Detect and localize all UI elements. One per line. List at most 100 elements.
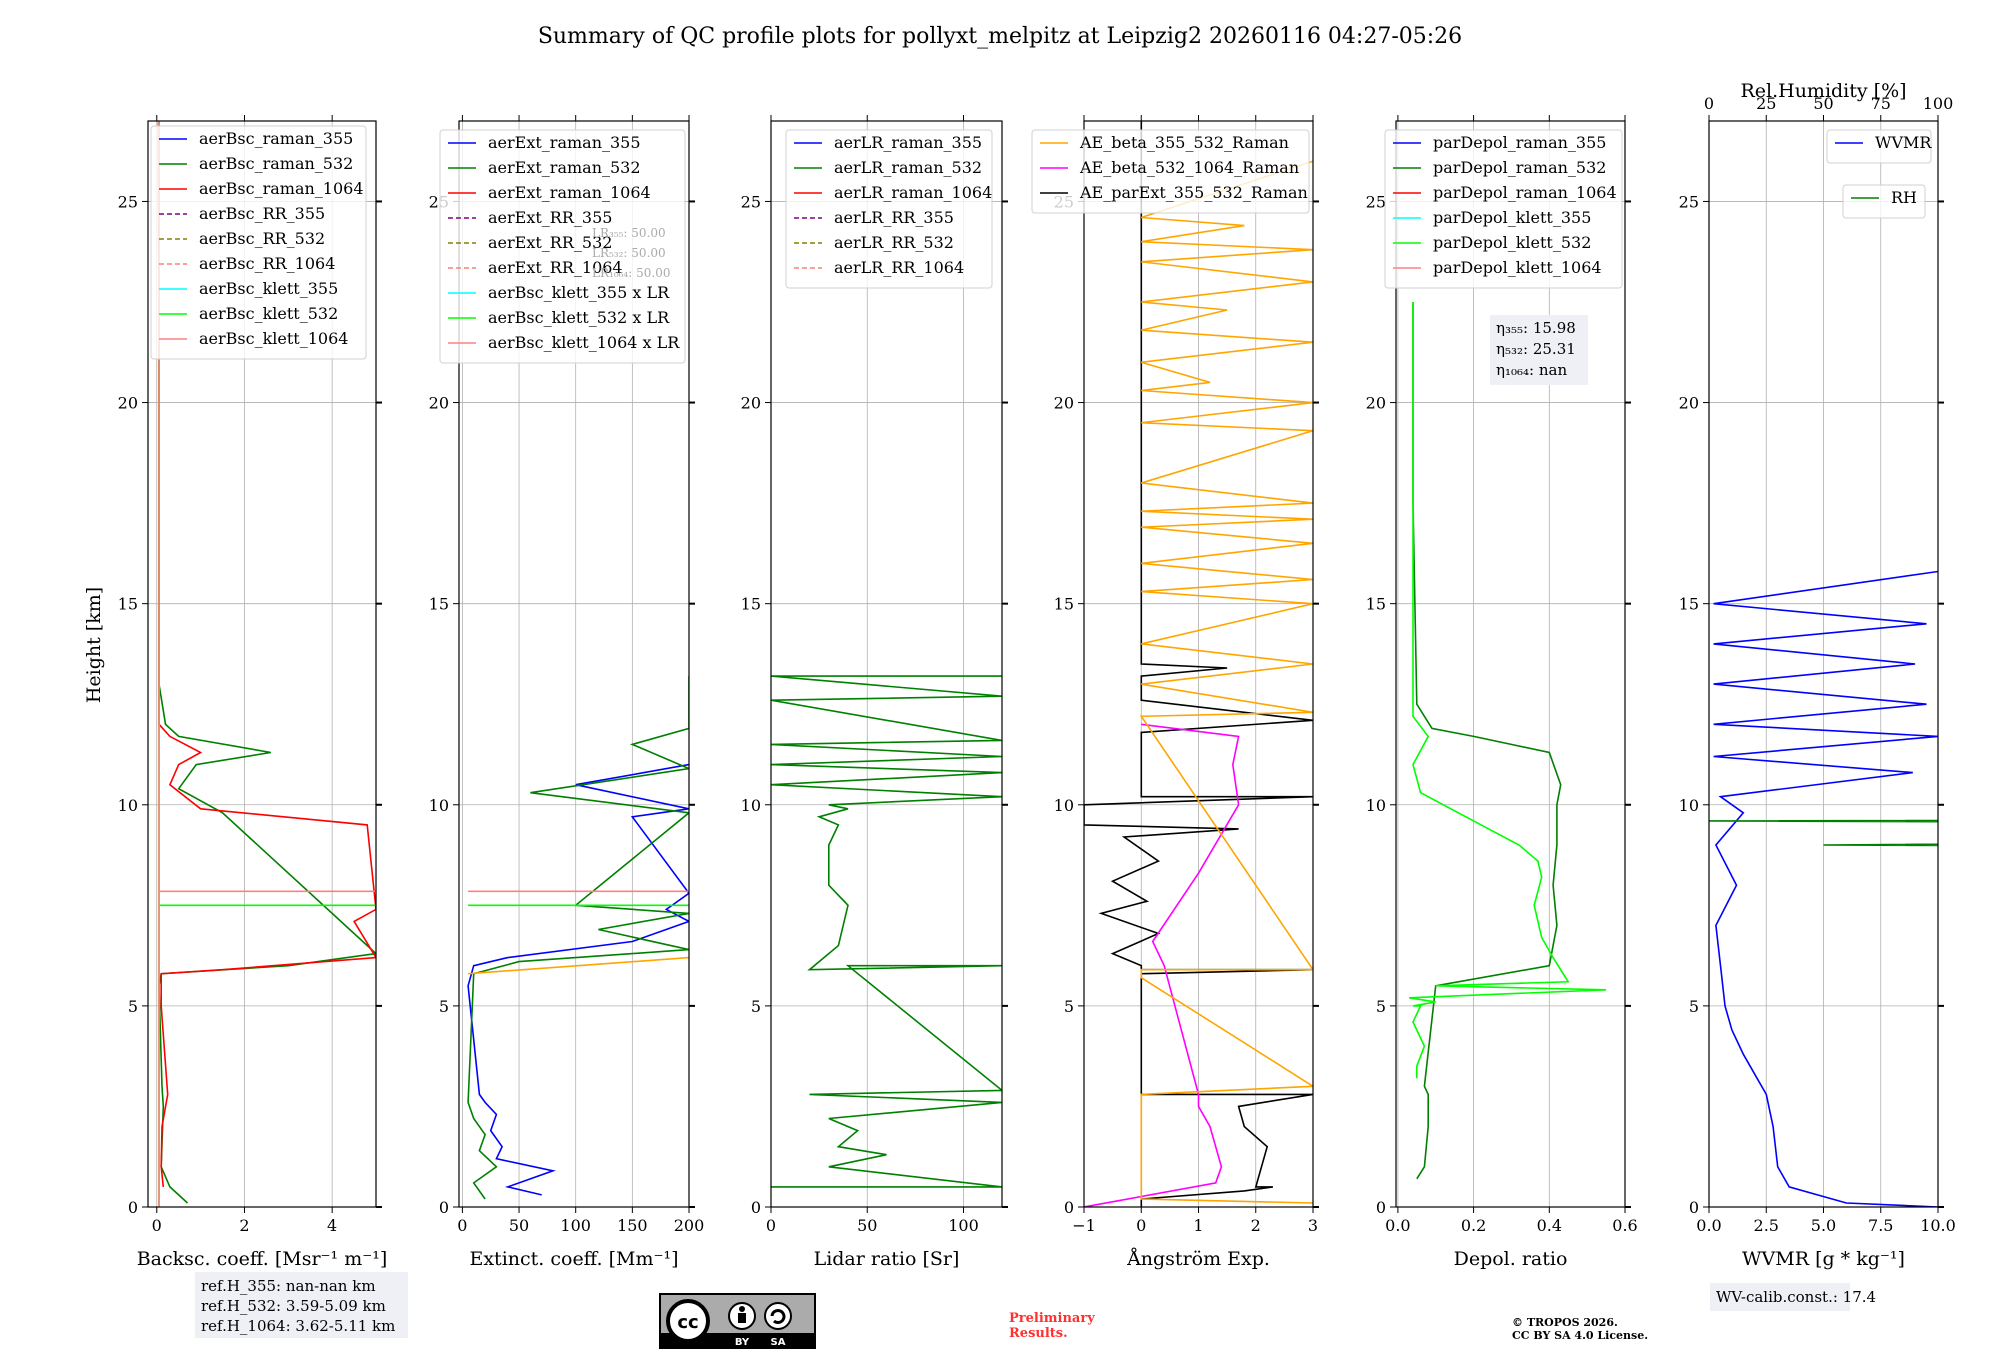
legend-label: aerBsc_raman_1064 xyxy=(199,179,364,198)
legend: WVMR xyxy=(1826,129,1932,164)
legend-frame xyxy=(439,129,686,364)
legend-label: aerBsc_klett_355 x LR xyxy=(488,283,670,302)
x-tick-label: 1 xyxy=(1193,1216,1203,1235)
legend-label: aerBsc_raman_532 xyxy=(199,154,353,173)
y-tick-label: 15 xyxy=(429,595,449,614)
series-group xyxy=(771,675,1002,1188)
x-tick-label: 0 xyxy=(1136,1216,1146,1235)
panel-3: 0 50 100 0 5 10 15 20 25 Lidar ratio [Sr] aerLR_ra… xyxy=(741,115,1008,1270)
legend-label: aerLR_raman_532 xyxy=(834,158,982,177)
legend-label: aerLR_RR_1064 xyxy=(834,258,964,277)
x-tick-label: 5.0 xyxy=(1811,1216,1836,1235)
y-tick-label: 5 xyxy=(1689,997,1699,1016)
x-tick-label: 3 xyxy=(1308,1216,1318,1235)
figure-title: Summary of QC profile plots for pollyxt_… xyxy=(538,24,1462,49)
legend-frame xyxy=(1031,129,1310,214)
top-tick-label: 50 xyxy=(1813,94,1833,113)
y-tick-label: 10 xyxy=(429,796,449,815)
x-tick-label: 100 xyxy=(948,1216,979,1235)
legend-label: aerBsc_raman_355 xyxy=(199,129,353,148)
legend-label: AE_parExt_355_532_Raman xyxy=(1079,183,1308,202)
lr-annotation: LR₃₅₅: 50.00 xyxy=(592,226,666,240)
series-aerExt_raman_355 xyxy=(467,763,689,1196)
plot-frame xyxy=(770,120,1003,1208)
legend-label: aerLR_raman_355 xyxy=(834,133,982,152)
legend-label: AE_beta_532_1064_Raman xyxy=(1079,158,1299,177)
series-group xyxy=(1709,570,1938,1207)
legend-label: parDepol_raman_1064 xyxy=(1433,183,1617,202)
ref-height-532: ref.H_532: 3.59-5.09 km xyxy=(201,1297,386,1315)
x-tick-label: 0 xyxy=(766,1216,776,1235)
y-tick-label: 10 xyxy=(741,796,761,815)
y-tick-label: 20 xyxy=(1054,394,1074,413)
y-tick-label: 5 xyxy=(1064,997,1074,1016)
y-tick-label: 0 xyxy=(751,1198,761,1217)
series-group xyxy=(157,121,376,1207)
legend-label: parDepol_klett_1064 xyxy=(1433,258,1602,277)
series-AE_parExt_355_532_Raman xyxy=(1084,121,1313,1207)
legend-label: aerBsc_klett_1064 x LR xyxy=(488,333,680,352)
preliminary-label-2: Results. xyxy=(1009,1326,1068,1341)
legend-label: aerBsc_RR_355 xyxy=(199,204,325,223)
panel-6: 0.0 2.5 5.0 7.5 10.0 0 5 10 15 20 25 WVMR [g * kg⁻¹… xyxy=(1679,80,1956,1270)
x-tick-label: 100 xyxy=(560,1216,591,1235)
series-aerExt_raman_532 xyxy=(467,676,689,1200)
series-aerBsc_raman_1064 xyxy=(158,121,376,1187)
legend-frame xyxy=(150,125,367,360)
y-tick-label: 15 xyxy=(1679,595,1699,614)
y-tick-label: 0 xyxy=(1376,1198,1386,1217)
by-label: BY xyxy=(735,1337,750,1348)
legend-frame xyxy=(1384,129,1623,289)
x-axis-label: Lidar ratio [Sr] xyxy=(814,1248,960,1270)
sa-share-icon xyxy=(764,1302,792,1330)
x-tick-label: 2.5 xyxy=(1754,1216,1779,1235)
legend-label: aerExt_raman_355 xyxy=(488,133,641,152)
y-tick-label: 5 xyxy=(439,997,449,1016)
y-tick-label: 5 xyxy=(128,997,138,1016)
series-WVMR xyxy=(1713,570,1938,1207)
x-axis-label: Ångström Exp. xyxy=(1126,1248,1270,1270)
top-tick-label: 100 xyxy=(1923,94,1954,113)
sa-label: SA xyxy=(771,1337,786,1348)
panel-4: −101230510152025Ångström Exp.AE_beta_355… xyxy=(1031,115,1319,1270)
top-axis-label: Rel.Humidity [%] xyxy=(1740,80,1906,102)
x-axis-label: Extinct. coeff. [Mm⁻¹] xyxy=(469,1248,678,1270)
legend: parDepol_raman_355 parDepol_raman_532 parD… xyxy=(1384,129,1623,289)
eta-annotation: η₁₀₆₄: nan xyxy=(1496,361,1567,379)
legend-label: aerBsc_klett_355 xyxy=(199,279,338,298)
y-tick-label: 15 xyxy=(118,595,138,614)
x-tick-label: 4 xyxy=(327,1216,337,1235)
legend-label: WVMR xyxy=(1875,133,1932,152)
x-axis-label: Depol. ratio xyxy=(1454,1248,1568,1270)
series-group xyxy=(467,676,689,1200)
top-tick-label: 0 xyxy=(1704,94,1714,113)
legend-label: aerBsc_RR_532 xyxy=(199,229,325,248)
x-tick-label: 150 xyxy=(617,1216,648,1235)
legend-label: parDepol_klett_355 xyxy=(1433,208,1591,227)
series-aerExt_raman_1064 xyxy=(468,956,689,975)
ref-height-355: ref.H_355: nan-nan km xyxy=(201,1277,376,1295)
y-tick-label: 0 xyxy=(439,1198,449,1217)
copyright-line-1: © TROPOS 2026. xyxy=(1512,1316,1618,1329)
legend-label: aerBsc_RR_1064 xyxy=(199,254,335,273)
legend-label: aerExt_raman_532 xyxy=(488,158,641,177)
legend-rh: RH xyxy=(1842,184,1926,219)
y-tick-label: 20 xyxy=(118,394,138,413)
cc-text: cc xyxy=(677,1312,698,1333)
eta-annotation: η₃₅₅: 15.98 xyxy=(1496,319,1576,337)
top-tick-label: 25 xyxy=(1756,94,1776,113)
series-aerLR_raman_532 xyxy=(771,675,1002,1188)
y-tick-label: 20 xyxy=(1679,394,1699,413)
copyright-line-2: CC BY SA 4.0 License. xyxy=(1512,1329,1648,1342)
y-axis-label: Height [km] xyxy=(83,587,105,703)
x-tick-label: 2 xyxy=(239,1216,249,1235)
y-tick-label: 0 xyxy=(1064,1198,1074,1217)
y-tick-label: 10 xyxy=(1679,796,1699,815)
x-tick-label: 0.0 xyxy=(1385,1216,1410,1235)
eta-box xyxy=(1490,315,1588,385)
y-tick-label: 15 xyxy=(1366,595,1386,614)
lr-annotation: LR₅₃₂: 50.00 xyxy=(592,246,666,260)
legend-label: aerLR_RR_532 xyxy=(834,233,954,252)
series-group xyxy=(1409,302,1607,1180)
